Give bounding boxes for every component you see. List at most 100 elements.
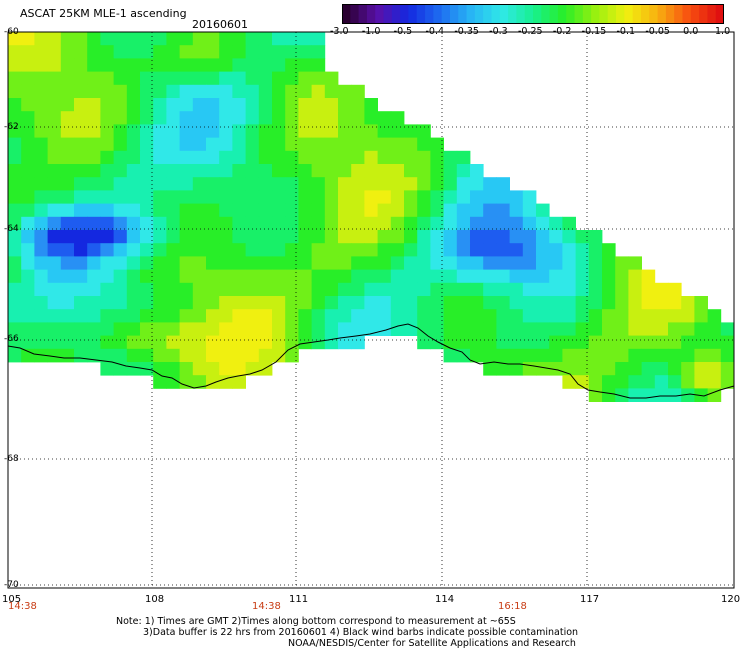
note-line-1: Note: 1) Times are GMT 2)Times along bot…: [116, 616, 516, 627]
wind-data-cell: [272, 203, 286, 218]
wind-data-cell: [192, 216, 207, 231]
wind-data-cell: [285, 348, 299, 363]
wind-data-cell: [245, 243, 260, 257]
wind-data-cell: [364, 124, 378, 138]
wind-data-cell: [140, 150, 154, 165]
wind-data-cell: [417, 203, 431, 218]
wind-data-cell: [470, 256, 484, 270]
wind-data-cell: [522, 348, 537, 363]
wind-data-cell: [390, 111, 405, 125]
wind-data-cell: [496, 216, 510, 231]
wind-data-cell: [285, 150, 299, 165]
wind-data-cell: [179, 296, 194, 310]
wind-data-cell: [60, 282, 75, 297]
wind-data-cell: [47, 164, 62, 178]
wind-data-cell: [575, 362, 590, 376]
color-scale-swatch: [549, 4, 559, 24]
wind-data-cell: [575, 335, 590, 350]
wind-data-cell: [562, 296, 576, 310]
wind-data-cell: [47, 282, 62, 297]
wind-data-cell: [483, 296, 497, 310]
wind-data-cell: [166, 137, 180, 152]
wind-data-cell: [60, 190, 75, 204]
wind-data-cell: [8, 335, 22, 350]
wind-data-cell: [8, 84, 22, 99]
color-scale-swatch: [383, 4, 393, 24]
wind-data-cell: [34, 322, 48, 336]
wind-data-cell: [8, 296, 22, 310]
wind-data-cell: [74, 137, 88, 152]
color-scale-tick-label: -3.0: [330, 26, 349, 37]
wind-data-cell: [232, 84, 246, 99]
wind-data-cell: [338, 243, 352, 257]
wind-data-cell: [430, 150, 444, 165]
wind-data-cell: [232, 348, 246, 363]
wind-data-cell: [100, 362, 114, 376]
wind-data-cell: [285, 269, 299, 284]
color-scale-swatch: [557, 4, 567, 24]
wind-data-cell: [298, 164, 312, 178]
wind-data-cell: [377, 177, 392, 191]
wind-data-cell: [641, 362, 656, 376]
wind-data-cell: [21, 203, 35, 218]
wind-data-cell: [258, 84, 273, 99]
wind-data-cell: [47, 256, 62, 270]
wind-data-cell: [179, 84, 194, 99]
wind-data-cell: [602, 269, 616, 284]
wind-data-cell: [21, 230, 35, 244]
wind-data-cell: [298, 309, 312, 323]
wind-data-cell: [496, 177, 510, 191]
wind-data-cell: [707, 375, 722, 389]
wind-data-cell: [338, 137, 352, 152]
wind-data-cell: [443, 216, 458, 231]
wind-data-cell: [153, 230, 167, 244]
wind-data-cell: [166, 269, 180, 284]
wind-data-cell: [153, 296, 167, 310]
wind-data-cell: [615, 256, 629, 270]
wind-data-cell: [615, 375, 629, 389]
wind-data-cell: [206, 348, 220, 363]
wind-data-cell: [707, 388, 722, 402]
wind-data-cell: [166, 98, 180, 112]
wind-data-cell: [496, 190, 510, 204]
wind-data-cell: [298, 150, 312, 165]
wind-data-cell: [21, 256, 35, 270]
wind-data-cell: [536, 322, 550, 336]
wind-data-cell: [179, 124, 194, 138]
wind-data-cell: [100, 203, 114, 218]
wind-data-cell: [153, 322, 167, 336]
wind-data-cell: [575, 243, 590, 257]
wind-data-cell: [140, 216, 154, 231]
wind-data-cell: [338, 98, 352, 112]
wind-data-cell: [417, 124, 431, 138]
wind-data-cell: [206, 322, 220, 336]
wind-data-cell: [219, 150, 233, 165]
color-scale-swatch: [499, 4, 509, 24]
wind-data-cell: [34, 32, 48, 46]
wind-data-cell: [311, 243, 326, 257]
wind-data-cell: [430, 243, 444, 257]
wind-data-cell: [364, 309, 378, 323]
wind-data-cell: [694, 348, 708, 363]
wind-data-cell: [34, 111, 48, 125]
wind-data-cell: [628, 335, 642, 350]
wind-data-cell: [470, 282, 484, 297]
wind-data-cell: [536, 296, 550, 310]
wind-data-cell: [245, 177, 260, 191]
wind-data-cell: [641, 296, 656, 310]
wind-data-cell: [377, 190, 392, 204]
color-scale-swatch: [640, 4, 650, 24]
wind-data-cell: [47, 269, 62, 284]
wind-data-cell: [87, 45, 101, 59]
wind-data-cell: [34, 335, 48, 350]
wind-data-cell: [100, 309, 114, 323]
wind-data-cell: [232, 190, 246, 204]
wind-data-cell: [232, 256, 246, 270]
lat-label-64: -64: [4, 224, 19, 234]
wind-data-cell: [258, 164, 273, 178]
wind-data-cell: [258, 190, 273, 204]
wind-data-cell: [126, 71, 141, 86]
wind-data-cell: [272, 45, 286, 59]
wind-data-cell: [100, 348, 114, 363]
wind-data-cell: [100, 335, 114, 350]
